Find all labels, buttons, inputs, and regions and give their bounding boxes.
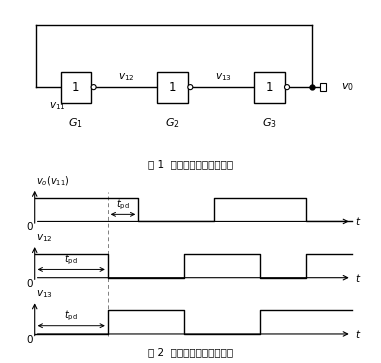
Text: $t$: $t$ — [355, 272, 362, 284]
Bar — [254, 72, 285, 102]
Text: $G_1$: $G_1$ — [69, 116, 83, 130]
Text: $t$: $t$ — [355, 328, 362, 340]
Text: 0: 0 — [26, 279, 33, 289]
Circle shape — [91, 85, 96, 90]
Text: $t$: $t$ — [355, 215, 362, 228]
Circle shape — [188, 85, 193, 90]
Bar — [61, 72, 91, 102]
Text: $v_o(v_{11})$: $v_o(v_{11})$ — [37, 174, 70, 188]
Text: $G_3$: $G_3$ — [262, 116, 277, 130]
Text: $v_0$: $v_0$ — [341, 81, 354, 93]
Text: 图 1  环形振荡器的原理电路: 图 1 环形振荡器的原理电路 — [148, 159, 233, 169]
Text: 0: 0 — [26, 335, 33, 345]
Text: $v_{12}$: $v_{12}$ — [37, 232, 53, 244]
Circle shape — [285, 85, 290, 90]
Text: $v_{13}$: $v_{13}$ — [215, 72, 232, 83]
Text: $G_2$: $G_2$ — [165, 116, 180, 130]
Text: 1: 1 — [266, 81, 273, 94]
Text: 1: 1 — [72, 81, 80, 94]
Text: 0: 0 — [26, 222, 33, 232]
Bar — [320, 83, 326, 91]
Bar — [157, 72, 188, 102]
Text: $v_{11}$: $v_{11}$ — [49, 100, 66, 112]
Text: 图 2  环形振荡器的工作波形: 图 2 环形振荡器的工作波形 — [148, 347, 233, 358]
Text: 1: 1 — [169, 81, 176, 94]
Text: $t_{\rm pd}$: $t_{\rm pd}$ — [64, 309, 78, 323]
Text: $t_{\rm pd}$: $t_{\rm pd}$ — [64, 252, 78, 267]
Text: $t_{\rm pd}$: $t_{\rm pd}$ — [116, 197, 130, 212]
Text: $v_{13}$: $v_{13}$ — [37, 289, 53, 300]
Text: $v_{12}$: $v_{12}$ — [118, 72, 135, 83]
